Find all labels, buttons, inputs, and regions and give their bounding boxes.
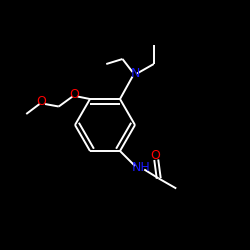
- Text: O: O: [36, 95, 46, 108]
- Text: O: O: [150, 149, 160, 162]
- Text: O: O: [69, 88, 79, 101]
- Text: NH: NH: [132, 161, 150, 174]
- Text: N: N: [131, 67, 140, 80]
